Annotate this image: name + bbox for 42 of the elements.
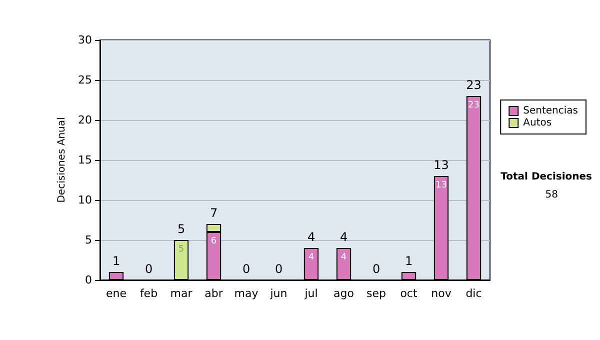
x-tick-label: feb [140, 287, 158, 300]
data-label: 5 [178, 244, 184, 254]
y-tick-label: 0 [85, 274, 92, 286]
data-label: 23 [468, 100, 480, 110]
total-label: 0 [144, 262, 153, 276]
total-label: 5 [177, 222, 186, 236]
text: 58 [545, 190, 558, 200]
data-label: 13 [436, 180, 447, 190]
x-tick-label: mar [170, 287, 193, 300]
total-label: 0 [242, 262, 250, 276]
y-tick-label: 20 [78, 114, 92, 126]
legend-label: Sentencias [523, 106, 578, 116]
total-label: 0 [372, 262, 380, 276]
y-axis-title: Decisiones Anual [56, 117, 68, 203]
x-tick-label: jun [269, 287, 288, 300]
x-tick-label: dic [466, 287, 482, 300]
x-tick-label: ene [106, 287, 127, 300]
y-tick-label: 15 [78, 154, 92, 166]
y-tick-label: 10 [78, 194, 92, 206]
x-tick-label: sep [366, 287, 386, 300]
x-tick-label: oct [400, 287, 418, 300]
total-label: 1 [404, 254, 413, 268]
data-label: 4 [308, 252, 314, 262]
total-label: 4 [340, 230, 348, 244]
x-tick-label: jul [304, 287, 318, 300]
total-label: 0 [274, 262, 283, 276]
x-tick-label: ago [334, 287, 354, 300]
x-tick-label: nov [431, 287, 452, 300]
legend-label: Autos [523, 118, 552, 128]
x-tick-label: abr [204, 287, 224, 300]
total-label: 7 [210, 206, 218, 220]
total-label: 1 [112, 254, 120, 268]
y-tick-label: 5 [85, 234, 92, 246]
total-label: 23 [466, 78, 482, 92]
total-label: 4 [307, 230, 316, 244]
y-tick-label: 25 [78, 74, 92, 86]
y-tick-label: 30 [78, 34, 92, 46]
text: Total Decisiones [500, 172, 592, 182]
x-tick-label: may [234, 287, 259, 300]
total-label: 13 [434, 158, 449, 172]
data-label: 6 [210, 236, 217, 246]
data-label: 4 [340, 252, 347, 262]
